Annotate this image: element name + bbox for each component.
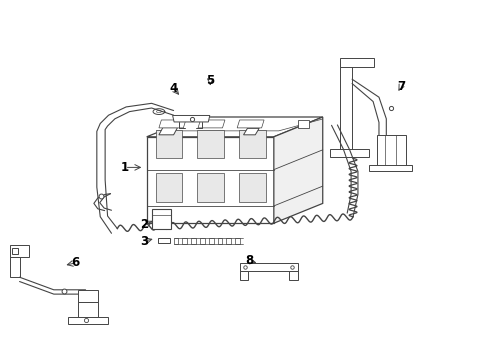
Polygon shape xyxy=(146,117,322,137)
Polygon shape xyxy=(208,238,213,244)
Polygon shape xyxy=(238,173,265,202)
Polygon shape xyxy=(173,238,178,244)
Polygon shape xyxy=(339,61,351,151)
Polygon shape xyxy=(243,129,259,135)
Polygon shape xyxy=(200,238,204,244)
Polygon shape xyxy=(329,149,368,157)
Polygon shape xyxy=(238,130,265,158)
Polygon shape xyxy=(376,135,405,166)
Polygon shape xyxy=(217,238,222,244)
Polygon shape xyxy=(10,245,29,257)
Polygon shape xyxy=(197,173,224,202)
Polygon shape xyxy=(182,238,187,244)
Polygon shape xyxy=(78,290,98,302)
Polygon shape xyxy=(226,238,231,244)
Text: 1: 1 xyxy=(121,161,128,174)
Text: 4: 4 xyxy=(169,82,177,95)
Polygon shape xyxy=(239,263,298,271)
Polygon shape xyxy=(159,128,177,135)
Polygon shape xyxy=(339,58,373,67)
Polygon shape xyxy=(68,317,107,324)
Polygon shape xyxy=(151,209,171,229)
Text: 6: 6 xyxy=(72,256,80,269)
Polygon shape xyxy=(197,130,224,158)
Text: 2: 2 xyxy=(140,219,148,231)
Polygon shape xyxy=(239,271,248,280)
Polygon shape xyxy=(10,257,20,277)
Polygon shape xyxy=(172,116,209,122)
Polygon shape xyxy=(78,302,98,317)
Text: 7: 7 xyxy=(396,80,404,93)
Polygon shape xyxy=(298,120,308,128)
Polygon shape xyxy=(158,238,169,243)
Text: 5: 5 xyxy=(206,75,214,87)
Text: 3: 3 xyxy=(140,235,148,248)
Polygon shape xyxy=(198,120,224,128)
Polygon shape xyxy=(368,165,411,171)
Polygon shape xyxy=(289,271,298,280)
Polygon shape xyxy=(235,238,240,244)
Polygon shape xyxy=(155,130,182,158)
Polygon shape xyxy=(155,173,182,202)
Polygon shape xyxy=(191,238,196,244)
Polygon shape xyxy=(159,120,185,128)
Text: 8: 8 xyxy=(245,255,253,267)
Polygon shape xyxy=(146,137,273,223)
Polygon shape xyxy=(237,120,264,128)
Polygon shape xyxy=(273,117,322,223)
